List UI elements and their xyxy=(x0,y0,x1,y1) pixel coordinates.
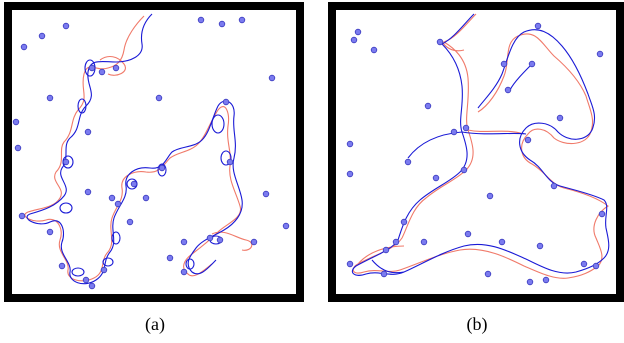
panel-a-points xyxy=(12,16,290,290)
caption-b: (b) xyxy=(466,314,488,334)
panel-a-canvas xyxy=(4,2,304,302)
panel-b-secondary-path xyxy=(352,13,609,279)
panel-b-canvas xyxy=(328,2,624,302)
caption-a: (a) xyxy=(145,314,165,334)
panel-b-points xyxy=(346,22,606,286)
panel-a-frame xyxy=(4,2,304,302)
panel-a-primary-path xyxy=(26,13,243,285)
panel-a-secondary-path xyxy=(24,15,242,282)
panel-b xyxy=(328,2,624,302)
panel-a-secondary-path-2 xyxy=(99,55,253,251)
panel-a xyxy=(4,2,304,302)
panel-b-secondary-path-2 xyxy=(357,41,525,265)
